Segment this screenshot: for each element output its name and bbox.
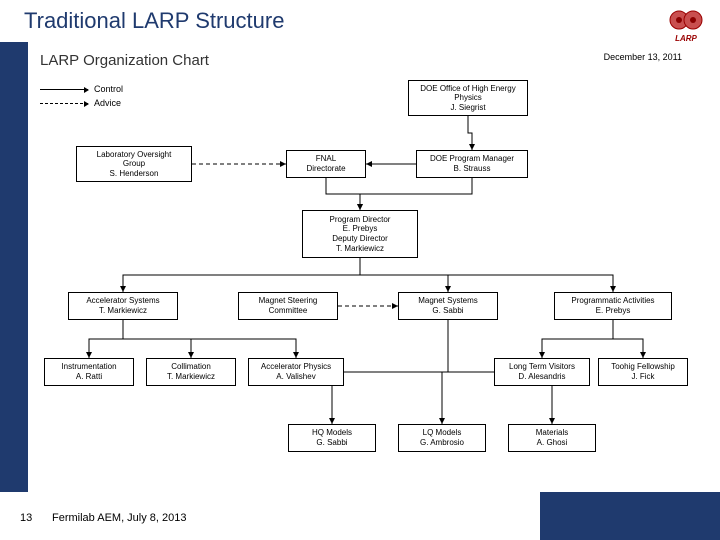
legend: Control Advice [40,82,123,110]
node-acc_sys-l2: T. Markiewicz [99,306,147,316]
node-mat-l2: A. Ghosi [537,438,568,448]
node-prog_act-l2: E. Prebys [596,306,631,316]
node-instr-l2: A. Ratti [76,372,102,382]
node-lq-l1: LQ Models [423,428,462,438]
node-fellow-l1: Toohig Fellowship [611,362,675,372]
node-fellow-l2: J. Fick [631,372,654,382]
edge-prog_act-fellow [613,320,643,358]
legend-control-label: Control [94,84,123,94]
node-doe_hep: DOE Office of High EnergyPhysicsJ. Siegr… [408,80,528,116]
node-fnal-l2: Directorate [306,164,345,174]
slide-title: Traditional LARP Structure [24,8,284,34]
left-accent-strip [0,42,28,492]
node-lt_vis-l1: Long Term Visitors [509,362,575,372]
node-prog_dir: Program DirectorE. PrebysDeputy Director… [302,210,418,258]
node-instr-l1: Instrumentation [61,362,116,372]
node-mag_steer-l1: Magnet Steering [259,296,318,306]
legend-control: Control [40,82,123,96]
arrow-solid-icon [40,89,88,90]
legend-advice-label: Advice [94,98,121,108]
node-collim-l2: T. Markiewicz [167,372,215,382]
node-mat-l1: Materials [536,428,568,438]
node-mag_sys-l2: G. Sabbi [432,306,463,316]
node-mag_sys-l1: Magnet Systems [418,296,478,306]
node-acc_phys-l1: Accelerator Physics [261,362,331,372]
org-chart: LARP Organization Chart December 13, 201… [28,42,692,492]
edge-prog_act-lt_vis [542,320,613,358]
node-mag_steer: Magnet SteeringCommittee [238,292,338,320]
arrow-dashed-icon [40,103,88,104]
node-doe_hep-l2: Physics [454,93,482,103]
node-fellow: Toohig FellowshipJ. Fick [598,358,688,386]
edge-acc_sys-collim [123,320,191,358]
edge-acc_sys-acc_phys [123,320,296,358]
node-lt_vis-l2: D. Alesandris [518,372,565,382]
edge-fnal-prog_dir [326,178,360,210]
edge-prog_dir-mag_sys [360,258,448,292]
node-collim: CollimationT. Markiewicz [146,358,236,386]
node-prog_dir-l2: E. Prebys [343,224,378,234]
node-lab_ov-l1: Laboratory Oversight [97,150,172,160]
legend-advice: Advice [40,96,123,110]
node-instr: InstrumentationA. Ratti [44,358,134,386]
node-lab_ov-l3: S. Henderson [110,169,159,179]
node-prog_act: Programmatic ActivitiesE. Prebys [554,292,672,320]
node-doe_pm-l2: B. Strauss [454,164,491,174]
node-acc_phys-l2: A. Valishev [276,372,315,382]
edge-prog_dir-prog_act [360,258,613,292]
node-mag_steer-l2: Committee [269,306,308,316]
edge-doe_hep-doe_pm [468,116,472,150]
node-acc_sys-l1: Accelerator Systems [86,296,159,306]
chart-title: LARP Organization Chart [40,52,209,69]
node-lq-l2: G. Ambrosio [420,438,464,448]
slide-number: 13 [20,512,32,524]
node-mat: MaterialsA. Ghosi [508,424,596,452]
node-hq: HQ ModelsG. Sabbi [288,424,376,452]
node-doe_pm: DOE Program ManagerB. Strauss [416,150,528,178]
node-lq: LQ ModelsG. Ambrosio [398,424,486,452]
footer-accent [540,492,720,540]
edge-mag_sys-hq [332,320,448,424]
node-doe_pm-l1: DOE Program Manager [430,154,514,164]
edge-acc_sys-instr [89,320,123,358]
node-doe_hep-l1: DOE Office of High Energy [420,84,515,94]
chart-date: December 13, 2011 [604,52,682,62]
node-lab_ov: Laboratory OversightGroupS. Henderson [76,146,192,182]
node-acc_phys: Accelerator PhysicsA. Valishev [248,358,344,386]
node-collim-l1: Collimation [171,362,211,372]
node-mag_sys: Magnet SystemsG. Sabbi [398,292,498,320]
node-prog_dir-l3: Deputy Director [332,234,388,244]
node-lt_vis: Long Term VisitorsD. Alesandris [494,358,590,386]
footer-text: Fermilab AEM, July 8, 2013 [52,512,187,524]
node-acc_sys: Accelerator SystemsT. Markiewicz [68,292,178,320]
logo-icon [667,6,705,34]
node-prog_dir-l4: T. Markiewicz [336,244,384,254]
node-hq-l2: G. Sabbi [316,438,347,448]
node-lab_ov-l2: Group [123,159,145,169]
edge-prog_dir-acc_sys [123,258,360,292]
footer: 13 Fermilab AEM, July 8, 2013 [0,492,720,540]
node-doe_hep-l3: J. Siegrist [450,103,485,113]
node-prog_dir-l1: Program Director [330,215,391,225]
node-hq-l1: HQ Models [312,428,352,438]
edge-doe_pm-prog_dir [360,178,472,210]
node-fnal-l1: FNAL [316,154,336,164]
node-prog_act-l1: Programmatic Activities [571,296,654,306]
edge-mag_sys-lq [442,320,448,424]
node-fnal: FNALDirectorate [286,150,366,178]
